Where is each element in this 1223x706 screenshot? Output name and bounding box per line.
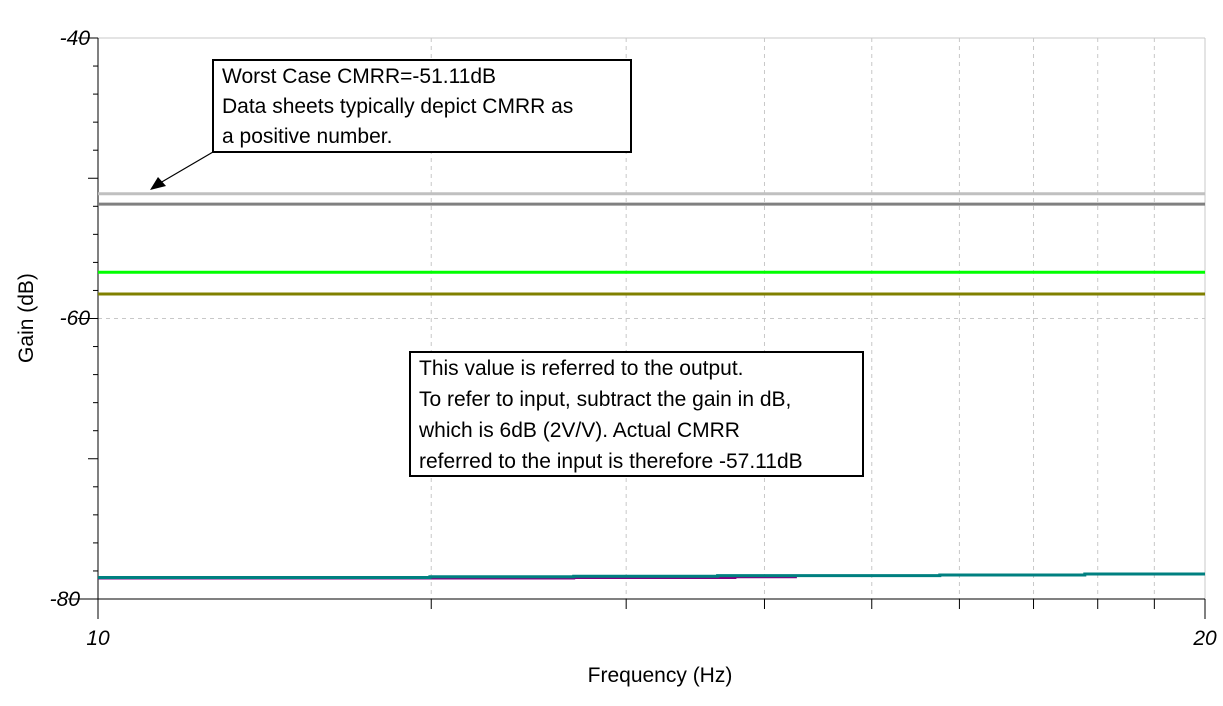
- annotation-line: This value is referred to the output.: [419, 357, 744, 380]
- annotation-line: referred to the input is therefore -57.1…: [419, 450, 803, 473]
- y-tick-label: -60: [60, 307, 91, 330]
- x-axis-label: Frequency (Hz): [588, 664, 733, 687]
- x-tick-label: 20: [1192, 627, 1217, 650]
- annotation-line: To refer to input, subtract the gain in …: [419, 388, 792, 411]
- y-tick-label: -40: [60, 27, 91, 50]
- series-line: [98, 572, 1205, 579]
- annotation-line: which is 6dB (2V/V). Actual CMRR: [419, 419, 740, 442]
- annotation-line: Data sheets typically depict CMRR as: [222, 95, 574, 118]
- x-tick-label: 10: [86, 627, 110, 650]
- annotation-line: a positive number.: [222, 125, 393, 148]
- y-tick-label: -80: [50, 588, 81, 611]
- y-axis-label: Gain (dB): [15, 273, 38, 363]
- axes: [68, 37, 1206, 619]
- annotation-line: Worst Case CMRR=-51.11dB: [222, 65, 497, 88]
- grid: [98, 37, 1206, 599]
- annotation-referred-output: This value is referred to the output. To…: [409, 351, 864, 477]
- annotation-arrow: [150, 151, 214, 190]
- series-group: [98, 192, 1205, 580]
- annotation-worst-case: Worst Case CMRR=-51.11dB Data sheets typ…: [212, 59, 632, 153]
